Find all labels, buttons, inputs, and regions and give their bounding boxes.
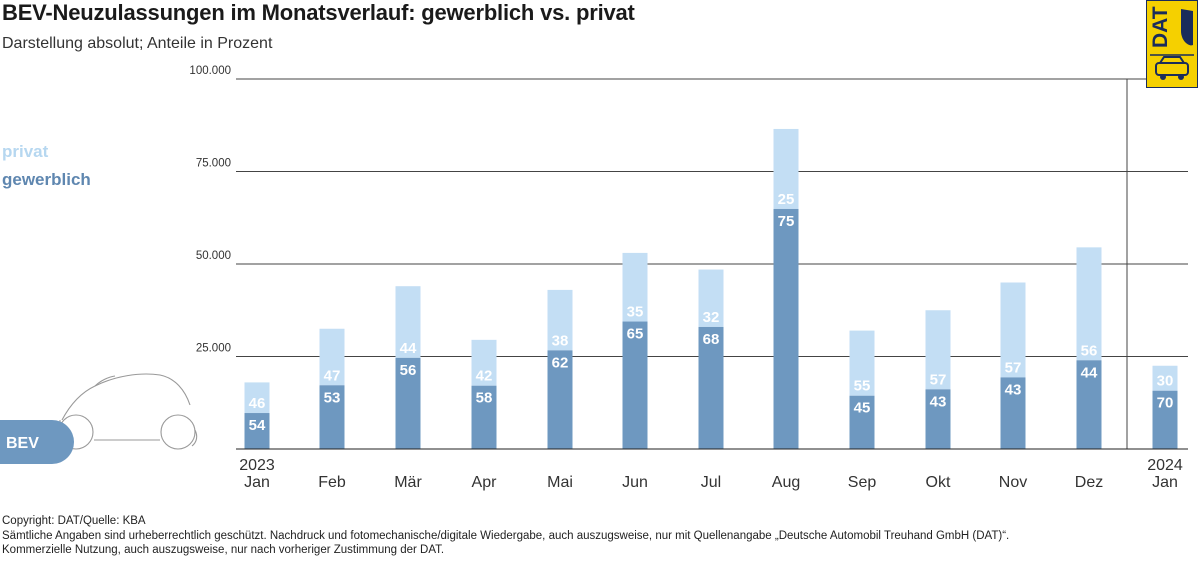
label-privat: 57 (1005, 359, 1022, 376)
label-privat: 35 (627, 304, 644, 321)
bar-gewerblich (1076, 360, 1102, 449)
label-gewerblich: 58 (476, 390, 493, 407)
x-tick-label: Okt (926, 474, 951, 491)
bev-badge: BEV (0, 420, 74, 464)
label-privat: 46 (249, 395, 266, 412)
bar-gewerblich (622, 321, 648, 449)
x-tick-label: Mai (547, 474, 573, 491)
bar-privat (773, 128, 799, 209)
logo-emblem-icon (1150, 9, 1194, 80)
bar-gewerblich (849, 395, 875, 449)
bev-badge-label: BEV (6, 435, 39, 452)
label-privat: 47 (324, 367, 341, 384)
label-gewerblich: 43 (930, 393, 947, 410)
legend: privat gewerblich (2, 138, 91, 194)
x-tick-label: Jun (622, 474, 648, 491)
x-tick-label: Mär (394, 474, 422, 491)
label-privat: 25 (778, 191, 795, 208)
label-gewerblich: 53 (324, 389, 341, 406)
x-tick-label: Aug (772, 474, 800, 491)
label-privat: 30 (1157, 373, 1174, 390)
bar-privat (471, 339, 497, 386)
x-tick-label: Jan (1152, 474, 1178, 491)
x-year-label: 2023 (239, 457, 275, 474)
footer-copyright: Copyright: DAT/Quelle: KBA (2, 515, 146, 527)
bar-gewerblich (319, 385, 345, 449)
bar-privat (1152, 365, 1178, 391)
x-tick-label: Jan (244, 474, 270, 491)
label-privat: 42 (476, 368, 493, 385)
footer-usage: Kommerzielle Nutzung, auch auszugsweise,… (2, 544, 445, 556)
footer: Copyright: DAT/Quelle: KBA Sämtliche Ang… (2, 514, 1192, 558)
x-tick-label: Sep (848, 474, 877, 491)
bar-gewerblich (547, 350, 573, 449)
x-tick-label: Jul (701, 474, 721, 491)
x-tick-label: Apr (472, 474, 498, 491)
label-gewerblich: 44 (1081, 364, 1098, 381)
bar-privat (925, 310, 951, 390)
bar-gewerblich (471, 385, 497, 449)
y-tick-label: 75.000 (196, 158, 231, 170)
bar-privat (395, 286, 421, 358)
bar-gewerblich (773, 208, 799, 449)
page-title: BEV-Neuzulassungen im Monatsverlauf: gew… (2, 0, 635, 25)
x-tick-label: Feb (318, 474, 346, 491)
label-gewerblich: 68 (703, 331, 720, 348)
y-tick-label: 25.000 (196, 343, 231, 355)
bar-gewerblich (395, 357, 421, 449)
label-privat: 57 (930, 371, 947, 388)
bar-gewerblich (698, 326, 724, 449)
label-gewerblich: 45 (854, 400, 871, 417)
x-tick-label: Dez (1075, 474, 1103, 491)
page-subtitle: Darstellung absolut; Anteile in Prozent (2, 35, 273, 52)
legend-item-gewerblich: gewerblich (2, 170, 91, 189)
y-tick-label: 100.000 (189, 65, 231, 77)
footer-rights: Sämtliche Angaben sind urheberrechtlich … (2, 529, 1010, 542)
bar-privat (244, 382, 270, 414)
bar-privat (1000, 282, 1026, 378)
bar-privat (1076, 247, 1102, 361)
label-gewerblich: 70 (1157, 395, 1174, 412)
grid-lines: 25.000 50.000 75.000 100.000 (189, 65, 1188, 449)
bars (244, 128, 1178, 449)
label-gewerblich: 56 (400, 362, 417, 379)
label-gewerblich: 62 (552, 354, 569, 371)
bar-gewerblich (925, 389, 951, 449)
car-outline-icon (58, 373, 198, 450)
y-tick-label: 50.000 (196, 250, 231, 262)
label-gewerblich: 43 (1005, 381, 1022, 398)
label-gewerblich: 54 (249, 417, 266, 434)
bar-gewerblich (244, 413, 270, 449)
bar-privat (319, 328, 345, 386)
label-privat: 38 (552, 332, 569, 349)
bar-privat (698, 269, 724, 327)
label-privat: 56 (1081, 342, 1098, 359)
dat-logo: DAT (1146, 0, 1198, 88)
bar-privat (849, 330, 875, 396)
legend-item-privat: privat (2, 142, 49, 161)
x-tick-label: Nov (999, 474, 1027, 491)
bar-gewerblich (1000, 377, 1026, 449)
label-privat: 44 (400, 340, 417, 357)
label-gewerblich: 75 (778, 213, 795, 230)
bar-labels: 54 46 53 47 56 44 58 42 62 38 65 35 68 32 75 25 45 55 43 57… (249, 191, 1174, 434)
x-year-label: 2024 (1147, 457, 1183, 474)
label-gewerblich: 65 (627, 326, 644, 343)
bar-privat (547, 289, 573, 351)
label-privat: 55 (854, 378, 871, 395)
bar-privat (622, 252, 648, 322)
label-privat: 32 (703, 309, 720, 326)
bar-gewerblich (1152, 390, 1178, 449)
